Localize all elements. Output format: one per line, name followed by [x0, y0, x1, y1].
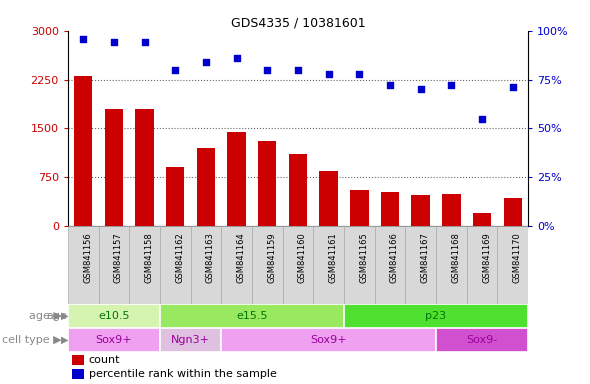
Bar: [135, 109, 154, 226]
Point: [355, 71, 364, 77]
Text: GSM841167: GSM841167: [421, 232, 430, 283]
Bar: [221, 226, 252, 304]
Bar: [227, 132, 246, 226]
Text: p23: p23: [425, 311, 447, 321]
Text: age ▶: age ▶: [29, 311, 62, 321]
Bar: [258, 141, 277, 226]
Point: [232, 55, 241, 61]
Text: GSM841166: GSM841166: [390, 232, 399, 283]
Bar: [467, 226, 497, 304]
Bar: [436, 226, 467, 304]
Bar: [252, 226, 283, 304]
Text: GSM841157: GSM841157: [114, 232, 123, 283]
Text: GSM841164: GSM841164: [237, 232, 245, 283]
Point: [324, 71, 333, 77]
Bar: [473, 213, 491, 226]
Bar: [99, 226, 129, 304]
Point: [140, 40, 149, 46]
Text: GSM841160: GSM841160: [298, 232, 307, 283]
Text: e10.5: e10.5: [98, 311, 130, 321]
Text: Ngn3+: Ngn3+: [171, 335, 210, 345]
Bar: [436, 328, 528, 352]
Text: e15.5: e15.5: [236, 311, 268, 321]
Text: ▶: ▶: [61, 335, 68, 345]
Text: count: count: [88, 355, 120, 365]
Text: percentile rank within the sample: percentile rank within the sample: [88, 369, 277, 379]
Bar: [344, 304, 528, 328]
Text: cell type ▶: cell type ▶: [2, 335, 62, 345]
Bar: [73, 355, 84, 365]
Title: GDS4335 / 10381601: GDS4335 / 10381601: [231, 17, 365, 30]
Bar: [319, 171, 338, 226]
Bar: [405, 226, 436, 304]
Point: [508, 84, 517, 91]
Bar: [160, 304, 344, 328]
Bar: [313, 226, 344, 304]
Text: GSM841156: GSM841156: [83, 232, 92, 283]
Point: [263, 67, 272, 73]
Text: GSM841170: GSM841170: [513, 232, 522, 283]
Text: GSM841163: GSM841163: [206, 232, 215, 283]
Bar: [74, 76, 93, 226]
Bar: [73, 369, 84, 379]
Text: GSM841158: GSM841158: [145, 232, 153, 283]
Bar: [221, 328, 436, 352]
Bar: [442, 194, 461, 226]
Text: age: age: [47, 311, 67, 321]
Bar: [160, 328, 221, 352]
Bar: [381, 192, 399, 226]
Bar: [289, 154, 307, 226]
Bar: [166, 167, 185, 226]
Text: Sox9-: Sox9-: [467, 335, 497, 345]
Bar: [68, 226, 99, 304]
Text: Sox9+: Sox9+: [310, 335, 347, 345]
Bar: [411, 195, 430, 226]
Point: [447, 82, 456, 88]
Point: [385, 82, 395, 88]
Text: GSM841159: GSM841159: [267, 232, 276, 283]
Text: GSM841165: GSM841165: [359, 232, 368, 283]
Bar: [283, 226, 313, 304]
Point: [477, 116, 487, 122]
Text: Sox9+: Sox9+: [96, 335, 132, 345]
Bar: [375, 226, 405, 304]
Bar: [191, 226, 221, 304]
Text: ▶: ▶: [61, 311, 68, 321]
Text: GSM841162: GSM841162: [175, 232, 184, 283]
Bar: [68, 328, 160, 352]
Bar: [104, 109, 123, 226]
Bar: [350, 190, 369, 226]
Text: GSM841168: GSM841168: [451, 232, 460, 283]
Bar: [160, 226, 191, 304]
Point: [171, 67, 180, 73]
Bar: [68, 304, 160, 328]
Bar: [497, 226, 528, 304]
Bar: [503, 198, 522, 226]
Text: GSM841169: GSM841169: [482, 232, 491, 283]
Bar: [344, 226, 375, 304]
Point: [416, 86, 425, 93]
Point: [201, 59, 211, 65]
Text: GSM841161: GSM841161: [329, 232, 337, 283]
Point: [78, 35, 88, 41]
Point: [109, 40, 119, 46]
Point: [293, 67, 303, 73]
Bar: [129, 226, 160, 304]
Bar: [196, 148, 215, 226]
